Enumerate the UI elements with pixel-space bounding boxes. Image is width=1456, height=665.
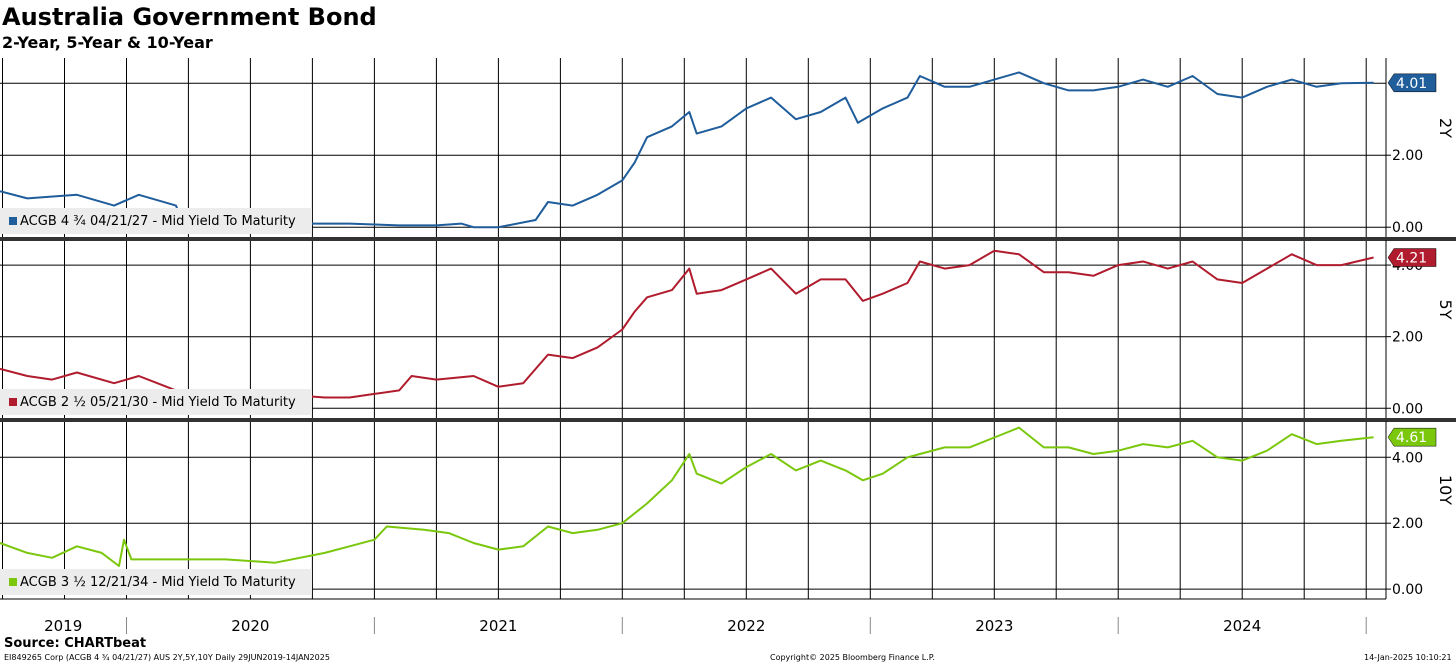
legend-label: ACGB 2 ½ 05/21/30 - Mid Yield To Maturit… [20, 395, 296, 410]
legend-swatch [9, 578, 17, 586]
series-line [0, 71, 1374, 229]
chart-subtitle: 2-Year, 5-Year & 10-Year [2, 33, 213, 52]
last-value-tag [1387, 73, 1437, 93]
source-note: Source: CHARTbeat [4, 636, 147, 651]
y-tick-label: 0.00 [1392, 401, 1423, 417]
legend-swatch [9, 217, 17, 225]
last-value-label: 4.21 [1396, 251, 1427, 267]
panel-separator [0, 418, 1456, 422]
panel-label: 5Y [1436, 300, 1455, 320]
x-tick-label: 2020 [231, 617, 269, 635]
x-tick-label: 2022 [727, 617, 765, 635]
legend-box [0, 389, 312, 415]
panel-label: 2Y [1436, 118, 1455, 138]
series-line [0, 426, 1374, 567]
last-value-tag [1387, 427, 1437, 447]
last-value-label: 4.01 [1396, 76, 1427, 92]
copyright-note: Copyright© 2025 Bloomberg Finance L.P. [770, 653, 935, 662]
chart-title: Australia Government Bond [2, 3, 377, 31]
legend-box [0, 569, 312, 595]
legend-label: ACGB 4 ¾ 04/21/27 - Mid Yield To Maturit… [20, 214, 296, 229]
x-tick-label: 2024 [1223, 617, 1261, 635]
y-tick-label: 2.00 [1392, 148, 1423, 164]
y-tick-label: 2.00 [1392, 516, 1423, 532]
timestamp: 14-Jan-2025 10:10:21 [1364, 653, 1452, 662]
x-tick-label: 2021 [479, 617, 517, 635]
legend-label: ACGB 3 ½ 12/21/34 - Mid Yield To Maturit… [20, 575, 296, 590]
x-tick-label: 2023 [975, 617, 1013, 635]
last-value-tag [1387, 248, 1437, 267]
legend-box [0, 208, 312, 234]
series-line [0, 249, 1374, 399]
panel-label: 10Y [1436, 475, 1455, 505]
y-tick-label: 0.00 [1392, 582, 1423, 598]
security-info: EI849265 Corp (ACGB 4 ¾ 04/21/27) AUS 2Y… [4, 653, 330, 662]
panel-separator [0, 237, 1456, 241]
panel-10Y: 0.00 2.00 4.00 10Y 4.61 ACGB 3 ½ 12/21/34 - M… [0, 421, 1455, 599]
panel-2Y: 0.00 2.00 2Y 4.01 ACGB 4 ¾ 04/21/27 - Mid Yi… [0, 58, 1456, 241]
x-tick-label: 2019 [44, 617, 82, 635]
legend-swatch [9, 398, 17, 406]
y-tick-label: 0.00 [1392, 220, 1423, 236]
last-value-label: 4.61 [1396, 430, 1427, 446]
y-tick-label: 2.00 [1392, 330, 1423, 346]
y-tick-label: 4.00 [1392, 450, 1423, 466]
